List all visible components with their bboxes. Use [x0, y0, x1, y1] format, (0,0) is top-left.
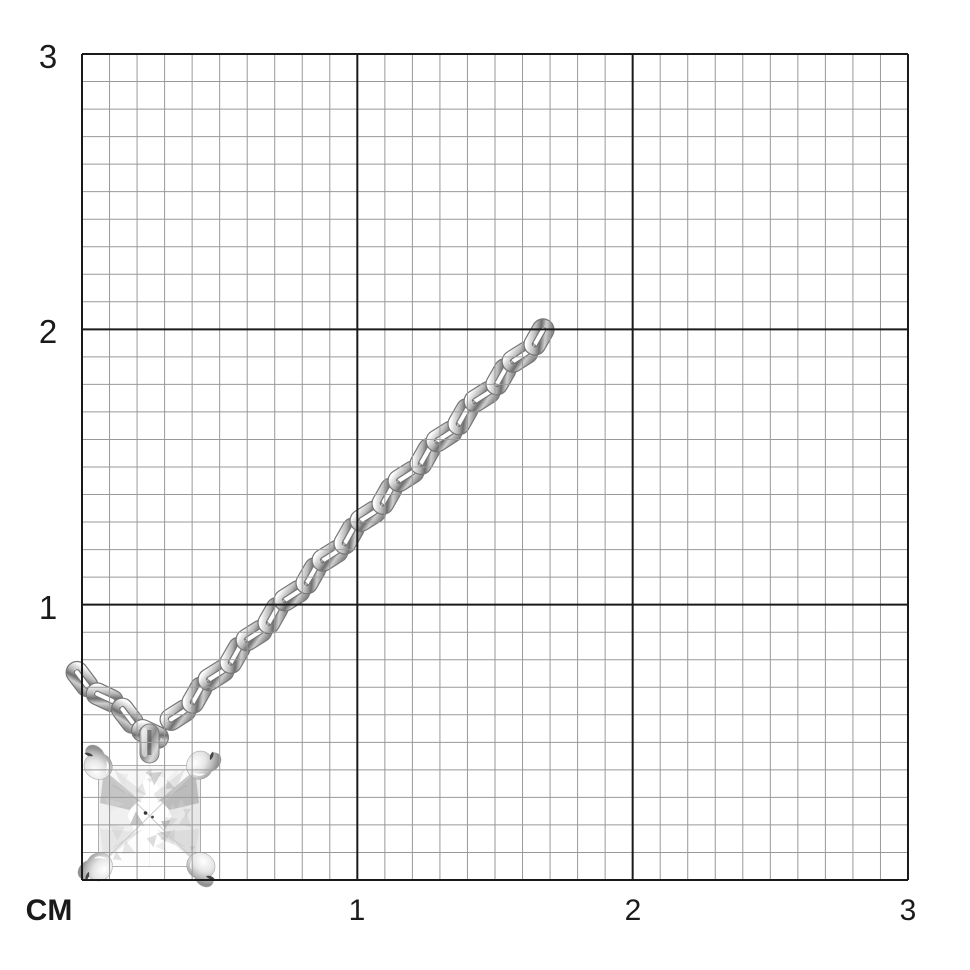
svg-text:2: 2	[39, 313, 57, 350]
svg-text:1: 1	[349, 894, 366, 927]
svg-text:3: 3	[39, 38, 57, 75]
svg-text:1: 1	[39, 589, 57, 626]
svg-text:2: 2	[625, 894, 642, 927]
svg-text:CM: CM	[26, 894, 73, 927]
svg-text:3: 3	[900, 894, 917, 927]
